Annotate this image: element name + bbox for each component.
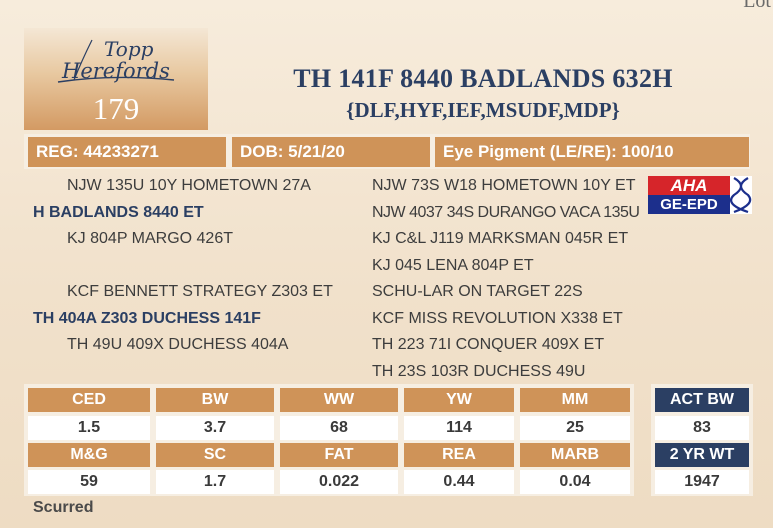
epd-value-yw: 114	[404, 416, 514, 440]
epd-value-fat: 0.022	[280, 470, 398, 494]
epd-header-yw: YW	[404, 388, 514, 412]
pedigree-sire-dam: KJ 804P MARGO 426T	[67, 230, 233, 247]
lot-number: 179	[92, 91, 140, 126]
actuals-table: ACT BW 83 2 YR WT 1947	[651, 384, 753, 496]
epd-header-mg: M&G	[28, 443, 150, 467]
epd-value-ced: 1.5	[28, 416, 150, 440]
lot-corner-label: Lot	[743, 0, 771, 12]
two-year-weight-value: 1947	[655, 470, 749, 494]
reg-number: REG: 44233271	[28, 137, 226, 167]
aha-ge-epd-badge: AHA GE-EPD	[648, 176, 752, 214]
svg-text:Topp: Topp	[104, 37, 154, 61]
epd-header-fat: FAT	[280, 443, 398, 467]
pedigree-right-5: SCHU-LAR ON TARGET 22S	[372, 283, 583, 300]
epd-value-bw: 3.7	[156, 416, 274, 440]
pedigree-dam: TH 404A Z303 DUCHESS 141F	[33, 310, 261, 327]
pedigree-right-2: NJW 4037 34S DURANGO VACA 135U	[372, 204, 640, 221]
logo-lot-box: Topp Herefords 179	[24, 28, 208, 130]
pedigree-right-6: KCF MISS REVOLUTION X338 ET	[372, 310, 623, 327]
topp-herefords-logo: Topp Herefords	[57, 37, 175, 83]
pedigree-right-7: TH 223 71I CONQUER 409X ET	[372, 336, 605, 353]
epd-header-bw: BW	[156, 388, 274, 412]
date-of-birth: DOB: 5/21/20	[232, 137, 430, 167]
pedigree-dam-sire: KCF BENNETT STRATEGY Z303 ET	[67, 283, 333, 300]
animal-name: TH 141F 8440 BADLANDS 632H	[293, 64, 673, 93]
epd-header-rea: REA	[404, 443, 514, 467]
epd-header-ww: WW	[280, 388, 398, 412]
pedigree-sire-sire: NJW 135U 10Y HOMETOWN 27A	[67, 177, 311, 194]
pedigree-right-4: KJ 045 LENA 804P ET	[372, 257, 534, 274]
dna-helix-icon	[730, 176, 752, 214]
pedigree-sire: H BADLANDS 8440 ET	[33, 204, 204, 221]
genetic-status: {DLF,HYF,IEF,MSUDF,MDP}	[346, 98, 620, 122]
epd-value-rea: 0.44	[404, 470, 514, 494]
info-row: REG: 44233271 DOB: 5/21/20 Eye Pigment (…	[24, 134, 750, 169]
actual-bw-value: 83	[655, 416, 749, 440]
two-year-weight-header: 2 YR WT	[655, 443, 749, 467]
epd-header-mm: MM	[520, 388, 630, 412]
epd-value-marb: 0.04	[520, 470, 630, 494]
epd-value-mm: 25	[520, 416, 630, 440]
aha-badge-bottom: GE-EPD	[660, 196, 718, 213]
actual-bw-header: ACT BW	[655, 388, 749, 412]
pedigree-right-3: KJ C&L J119 MARKSMAN 045R ET	[372, 230, 629, 247]
horn-status-note: Scurred	[33, 499, 94, 516]
eye-pigment: Eye Pigment (LE/RE): 100/10	[435, 137, 749, 167]
epd-header-ced: CED	[28, 388, 150, 412]
epd-header-marb: MARB	[520, 443, 630, 467]
epd-value-sc: 1.7	[156, 470, 274, 494]
epd-value-ww: 68	[280, 416, 398, 440]
epd-value-mg: 59	[28, 470, 150, 494]
pedigree-dam-dam: TH 49U 409X DUCHESS 404A	[67, 336, 289, 353]
epd-header-sc: SC	[156, 443, 274, 467]
epd-table: CED BW WW YW MM 1.5 3.7 68 114 25 M&G SC…	[24, 384, 634, 496]
pedigree-right-1: NJW 73S W18 HOMETOWN 10Y ET	[372, 177, 636, 194]
pedigree-right-8: TH 23S 103R DUCHESS 49U	[372, 363, 586, 380]
aha-badge-top: AHA	[648, 176, 730, 195]
